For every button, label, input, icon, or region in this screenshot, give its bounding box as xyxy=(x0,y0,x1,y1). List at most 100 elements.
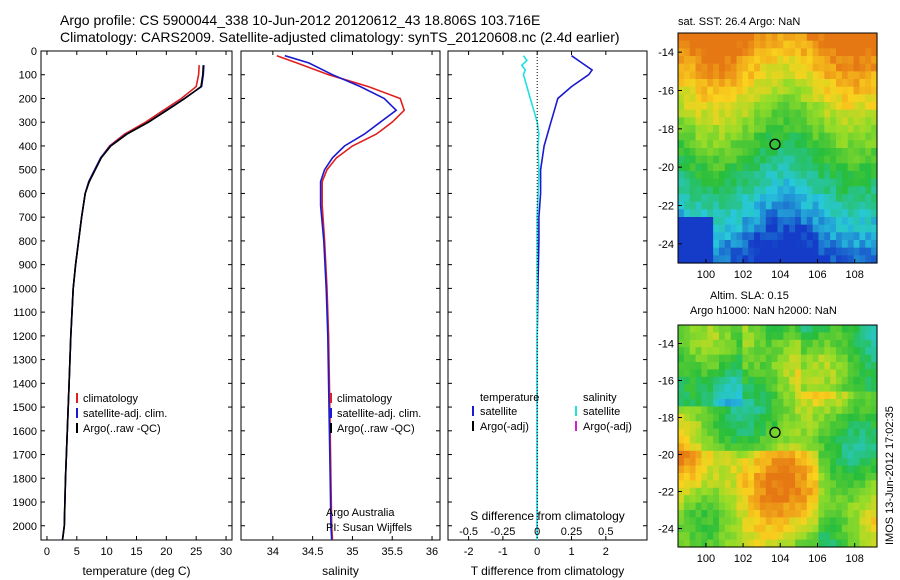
map-cell xyxy=(795,178,802,187)
map-cell xyxy=(724,163,732,172)
map-cell xyxy=(683,376,691,385)
map-cell xyxy=(707,325,714,333)
map-cell xyxy=(812,539,820,548)
map-cell xyxy=(683,332,691,341)
map-cell xyxy=(800,224,808,233)
map-cell xyxy=(853,217,861,226)
map-cell xyxy=(853,79,861,88)
map-cell xyxy=(701,125,708,134)
map-cell xyxy=(771,354,779,363)
map-cell xyxy=(701,201,708,210)
map-cell xyxy=(707,171,714,180)
map-cell xyxy=(783,384,790,393)
map-cell xyxy=(789,347,796,356)
map-cell xyxy=(871,217,878,226)
map-cell xyxy=(795,517,802,526)
map-cell xyxy=(818,339,825,348)
map-cell xyxy=(730,56,738,65)
map-cell xyxy=(812,140,820,149)
map-cell xyxy=(759,369,767,378)
map-cell xyxy=(742,473,749,481)
map-cell xyxy=(812,232,820,241)
map-cell xyxy=(724,510,732,518)
map-cell xyxy=(812,517,820,526)
map-cell xyxy=(713,117,720,126)
map-cell xyxy=(824,201,831,210)
map-cell xyxy=(713,232,720,241)
map-cell xyxy=(724,217,732,226)
map-cell xyxy=(683,443,691,452)
map-cell xyxy=(847,502,855,511)
map-cell xyxy=(836,502,843,511)
map-cell xyxy=(683,473,691,481)
map-cell xyxy=(701,436,708,444)
map-cell xyxy=(841,240,849,249)
depth-tick-label: 1300 xyxy=(13,355,37,367)
map-cell xyxy=(765,40,773,49)
map-cell xyxy=(754,502,761,511)
map-cell xyxy=(812,495,820,504)
map-cell xyxy=(783,217,790,226)
map-cell xyxy=(783,194,790,203)
map-cell xyxy=(736,332,743,341)
map-cell xyxy=(859,413,866,422)
map-cell xyxy=(754,465,761,474)
map-cell xyxy=(818,255,825,264)
map-cell xyxy=(695,406,703,415)
map-cell xyxy=(730,33,738,42)
map-cell xyxy=(683,458,691,467)
map-cell xyxy=(765,33,773,42)
map-cell xyxy=(865,247,872,256)
map-cell xyxy=(841,465,849,474)
map-cell xyxy=(713,443,720,452)
map-cell xyxy=(718,71,726,80)
map-cell xyxy=(701,406,708,415)
map-cell xyxy=(824,63,831,72)
map-cell xyxy=(795,399,802,407)
map-cell xyxy=(859,480,866,489)
map-cell xyxy=(871,376,878,385)
map-cell xyxy=(748,232,755,241)
map-cell xyxy=(812,487,820,496)
map-cell xyxy=(783,247,790,256)
map-cell xyxy=(812,102,820,111)
map-cell xyxy=(847,79,855,88)
map-cell xyxy=(841,510,849,518)
map-cell xyxy=(701,209,708,218)
map-cell xyxy=(683,362,691,370)
map-cell xyxy=(748,125,755,134)
map-cell xyxy=(713,465,720,474)
map-cell xyxy=(818,186,825,195)
map-cell xyxy=(771,63,779,72)
map-cell xyxy=(718,369,726,378)
map-cell xyxy=(812,33,820,42)
map-cell xyxy=(689,487,697,496)
map-cell xyxy=(800,79,808,88)
map-cell xyxy=(824,194,831,203)
map-cell xyxy=(678,325,685,333)
map-cell xyxy=(701,33,708,42)
map-cell xyxy=(724,487,732,496)
map-cell xyxy=(771,532,779,541)
map-cell xyxy=(859,443,866,452)
map-cell xyxy=(865,86,872,95)
map-cell xyxy=(689,450,697,459)
map-cell xyxy=(759,79,767,88)
map-cell xyxy=(783,421,790,430)
map-cell xyxy=(795,33,802,42)
map-cell xyxy=(713,255,720,264)
map-cell xyxy=(707,443,714,452)
map-cell xyxy=(853,458,861,467)
map-cell xyxy=(830,376,837,385)
map-cell xyxy=(800,247,808,256)
map-cell xyxy=(812,79,820,88)
map-cell xyxy=(730,502,738,511)
map-cell xyxy=(830,347,837,356)
map-cell xyxy=(795,436,802,444)
map-cell xyxy=(736,247,743,256)
map-cell xyxy=(695,539,703,548)
map-cell xyxy=(695,63,703,72)
map-cell xyxy=(777,391,784,400)
map-cell xyxy=(859,473,866,481)
map-cell xyxy=(853,48,861,57)
